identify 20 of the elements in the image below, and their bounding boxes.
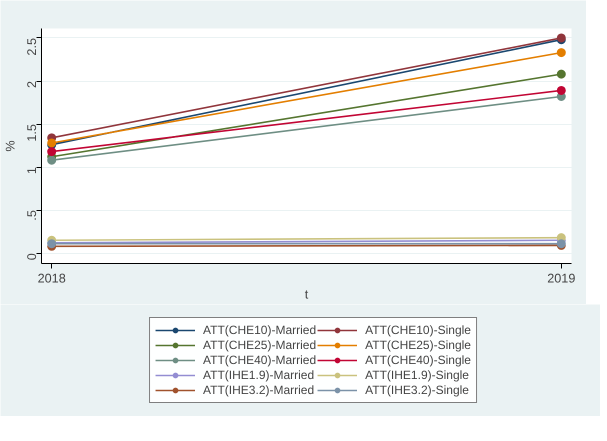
legend-label: ATT(CHE10)-Single — [365, 323, 471, 337]
y-tick-label: 0 — [25, 253, 39, 260]
x-tick-label: 2018 — [38, 272, 66, 286]
legend-label: ATT(CHE10)-Married — [203, 323, 316, 337]
y-tick-label: 2 — [25, 81, 39, 88]
y-tick-label: .5 — [25, 210, 39, 221]
y-axis-title: % — [4, 140, 18, 152]
x-axis-title: t — [304, 288, 309, 302]
y-tick-label: 1 — [25, 167, 39, 174]
legend-label: ATT(IHE1.9)-Single — [365, 368, 469, 382]
legend-label: ATT(CHE25)-Single — [365, 338, 471, 352]
legend-label: ATT(CHE40)-Single — [365, 353, 471, 367]
legend-label: ATT(IHE1.9)-Married — [203, 368, 314, 382]
legend-label: ATT(CHE40)-Married — [203, 353, 316, 367]
x-tick-label: 2019 — [547, 272, 576, 286]
legend-label: ATT(IHE3.2)-Married — [203, 383, 314, 397]
legend-label: ATT(IHE3.2)-Single — [365, 383, 469, 397]
y-tick-label: 2.5 — [25, 38, 39, 56]
y-tick-label: 1.5 — [25, 124, 39, 142]
legend-label: ATT(CHE25)-Married — [203, 338, 316, 352]
